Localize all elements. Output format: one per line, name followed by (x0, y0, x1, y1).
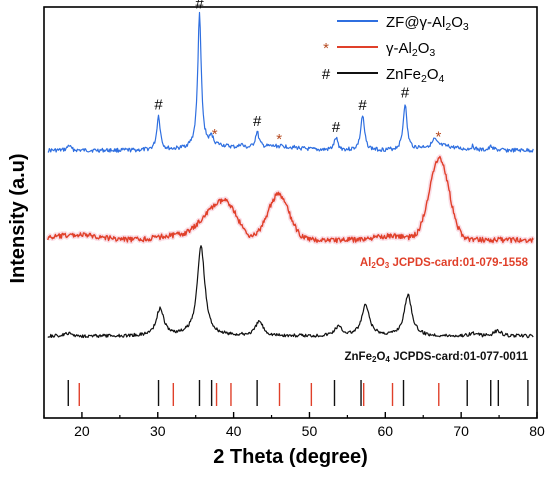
al2o3-peak-marker: * (435, 129, 441, 146)
x-tick-label: 50 (302, 423, 318, 439)
plot-frame (43, 6, 538, 419)
legend-label: ZF@γ-Al2O3 (386, 14, 469, 33)
x-tick-label: 20 (74, 423, 90, 439)
znfe2o4-peak-marker: # (253, 113, 262, 130)
znfe2o4-peak-marker: # (332, 119, 341, 136)
al2o3-peak-marker: * (276, 131, 282, 148)
plot-area: # # * # * # # # * Al2O3 JCPDS-card:01-079-1558 ZnF… (45, 0, 536, 406)
x-tick-label: 80 (529, 423, 545, 439)
x-axis-title: 2 Theta (degree) (213, 446, 367, 468)
znfe2o4-peak-marker: # (401, 85, 410, 102)
legend-symbol: # (322, 66, 331, 83)
znfe2o4-peak-marker: # (154, 97, 163, 114)
znfe2o4-peak-marker: # (358, 97, 367, 114)
jcpds-card-label: Al2O3 JCPDS-card:01-079-1558 (360, 257, 529, 270)
legend-label: ZnFe2O4 (386, 66, 445, 85)
series-line (47, 155, 534, 244)
series-line (47, 11, 534, 153)
legend-label: γ-Al2O3 (386, 40, 435, 59)
al2o3-peak-marker: * (212, 126, 218, 143)
x-tick-label: 70 (453, 423, 469, 439)
legend-symbol: * (323, 40, 329, 57)
jcpds-card-label: ZnFe2O4 JCPDS-card:01-077-0011 (345, 351, 529, 364)
y-axis-title: Intensity (a.u) (7, 153, 29, 283)
x-axis-ticks: 20 30 40 50 60 70 80 (43, 412, 545, 439)
series-line (47, 245, 534, 339)
x-tick-label: 30 (150, 423, 166, 439)
legend: ZF@γ-Al2O3 * γ-Al2O3 # ZnFe2O4 (322, 14, 469, 85)
x-tick-label: 60 (378, 423, 394, 439)
x-tick-label: 40 (226, 423, 242, 439)
